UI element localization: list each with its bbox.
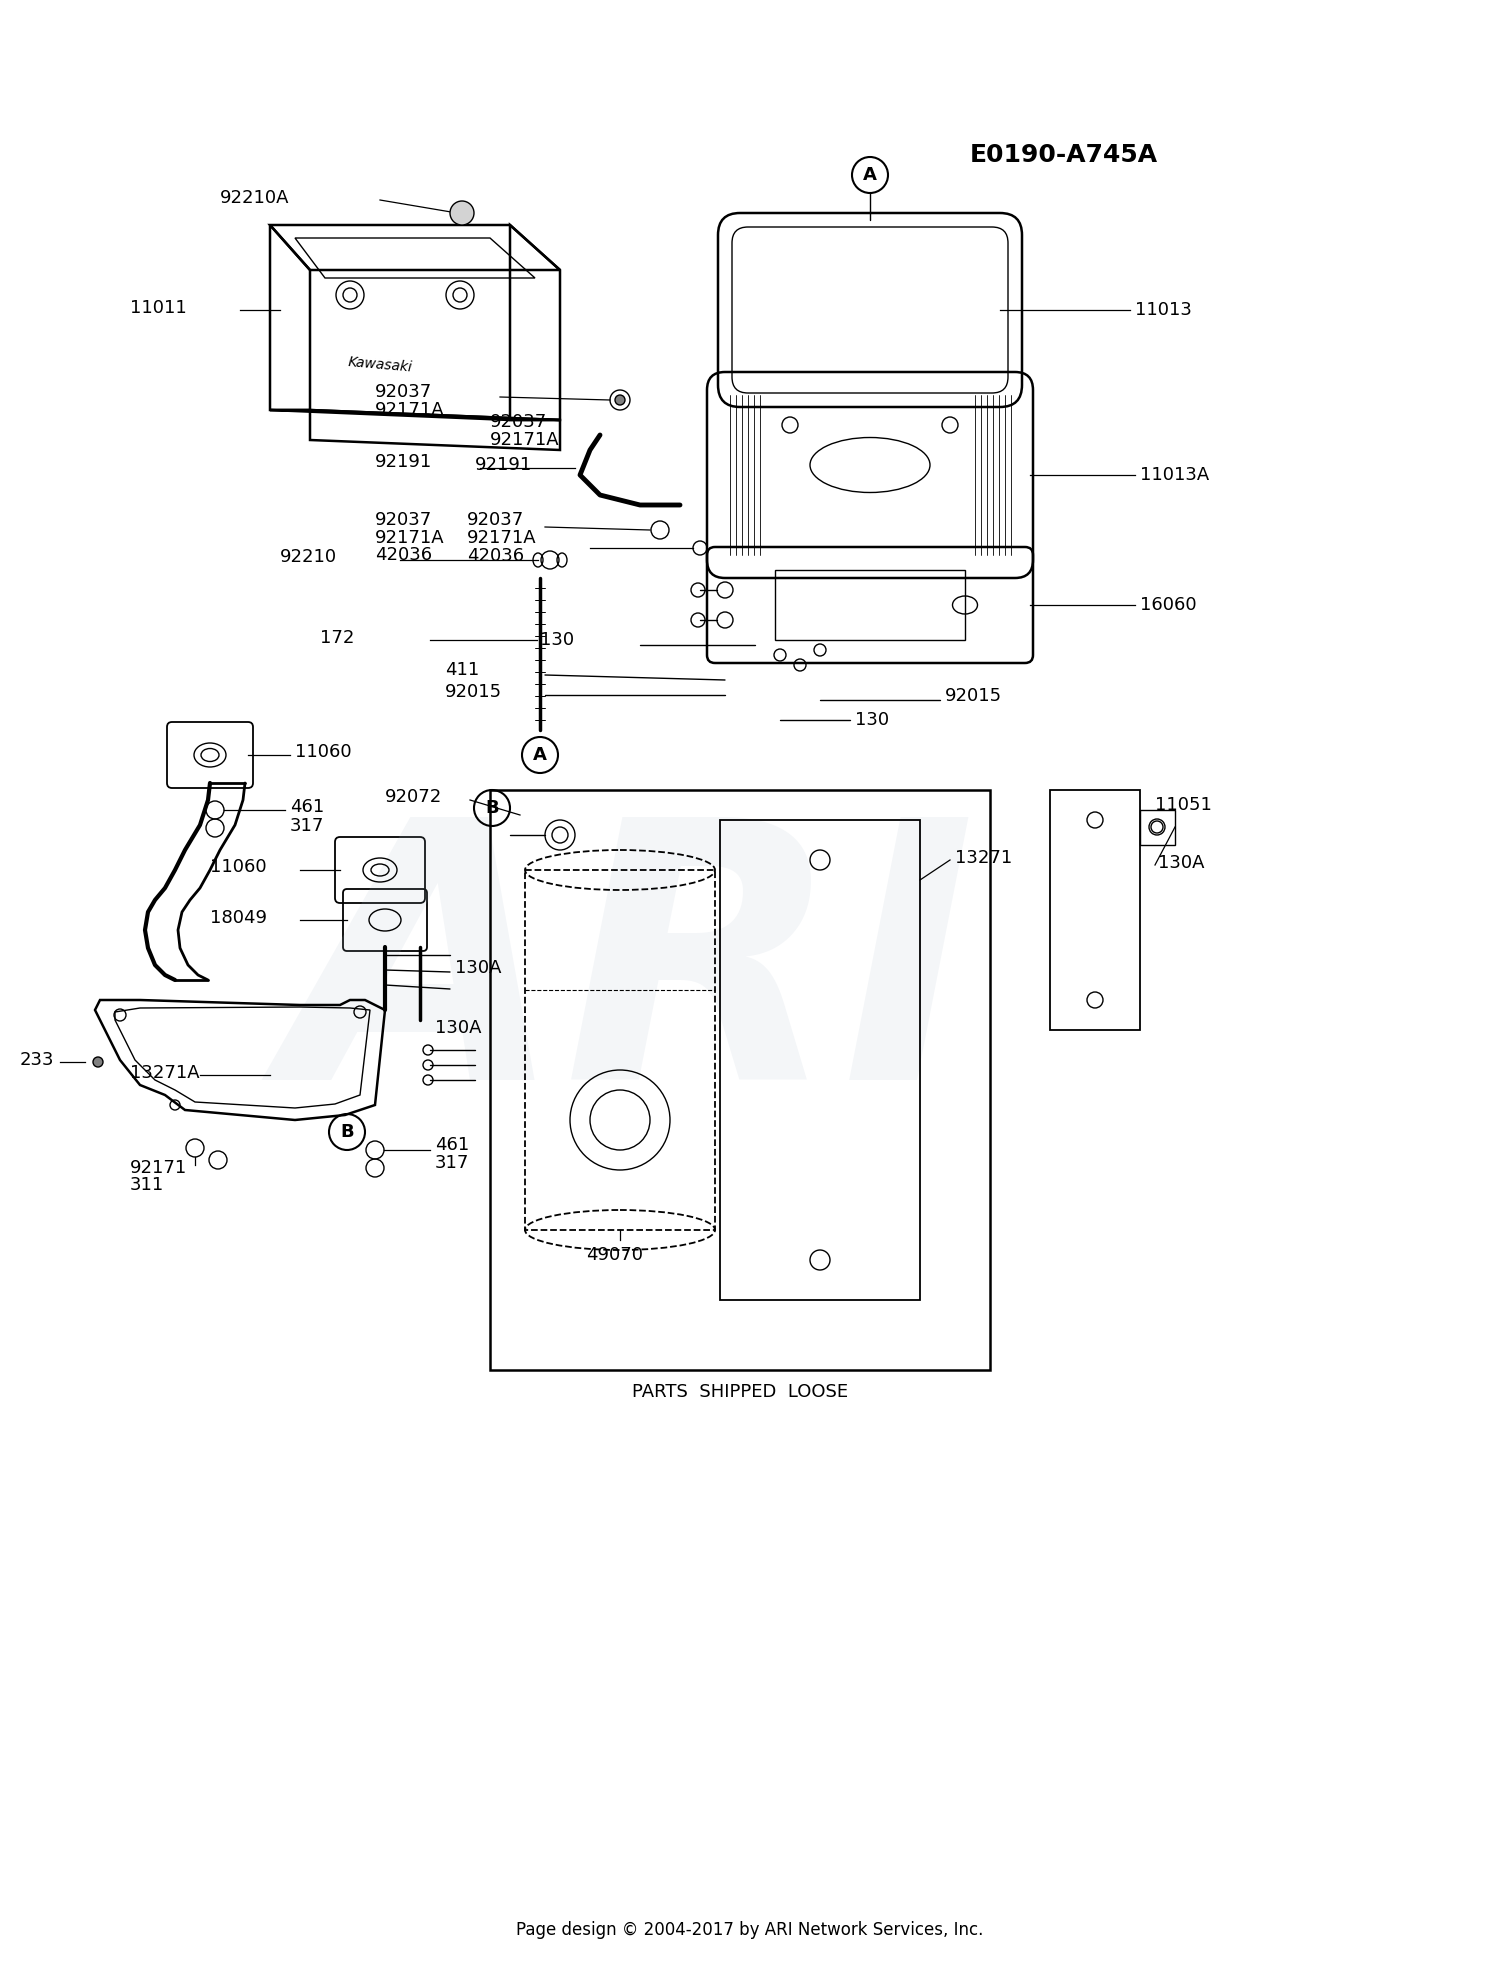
Text: 317: 317 — [435, 1154, 470, 1171]
Text: 11011: 11011 — [130, 298, 186, 318]
Text: 461: 461 — [435, 1136, 470, 1154]
Text: 18049: 18049 — [210, 908, 267, 926]
Circle shape — [450, 200, 474, 226]
Text: 311: 311 — [130, 1175, 165, 1195]
Bar — [525, 869, 716, 1230]
Text: 92191: 92191 — [476, 455, 532, 475]
Text: 49070: 49070 — [586, 1246, 644, 1264]
Text: B: B — [484, 799, 500, 816]
Text: 233: 233 — [20, 1052, 54, 1069]
Text: 130A: 130A — [454, 959, 501, 977]
Text: 16060: 16060 — [1140, 596, 1197, 614]
Text: 130A: 130A — [435, 1018, 482, 1038]
Circle shape — [93, 1058, 104, 1067]
Bar — [1050, 791, 1140, 1030]
Text: 11060: 11060 — [296, 744, 351, 761]
Text: 130A: 130A — [1158, 853, 1204, 871]
Text: 92210A: 92210A — [220, 188, 290, 208]
Text: 92037: 92037 — [375, 383, 432, 400]
Text: A: A — [532, 746, 548, 763]
Text: 92037: 92037 — [490, 412, 548, 432]
Text: 92037: 92037 — [375, 510, 432, 530]
Text: 92171A: 92171A — [490, 432, 560, 449]
Text: 130: 130 — [855, 710, 889, 730]
Text: Page design © 2004-2017 by ARI Network Services, Inc.: Page design © 2004-2017 by ARI Network S… — [516, 1921, 984, 1938]
Text: 92210: 92210 — [280, 547, 338, 565]
Bar — [490, 791, 990, 1369]
Text: 13271A: 13271A — [130, 1063, 200, 1081]
Text: 13271: 13271 — [956, 850, 1012, 867]
Text: 11060: 11060 — [210, 857, 267, 875]
Text: 92171A: 92171A — [375, 400, 444, 420]
Text: 92015: 92015 — [945, 687, 1002, 704]
Text: Kawasaki: Kawasaki — [346, 355, 412, 375]
Text: 92037: 92037 — [466, 510, 525, 530]
Text: 130: 130 — [540, 632, 574, 649]
Text: 461: 461 — [290, 799, 324, 816]
Bar — [776, 571, 964, 640]
Circle shape — [615, 394, 626, 404]
Text: 11013A: 11013A — [1140, 467, 1209, 485]
Text: 92171A: 92171A — [375, 530, 444, 547]
Text: ARI: ARI — [284, 806, 976, 1156]
Text: A: A — [862, 167, 877, 184]
Text: 11013: 11013 — [1136, 300, 1192, 320]
Text: 317: 317 — [290, 816, 324, 836]
Text: 42036: 42036 — [466, 547, 524, 565]
Text: 92191: 92191 — [375, 453, 432, 471]
Text: 11051: 11051 — [1155, 797, 1212, 814]
Text: B: B — [340, 1122, 354, 1142]
Text: 411: 411 — [446, 661, 480, 679]
Text: 92171A: 92171A — [466, 530, 537, 547]
Text: 42036: 42036 — [375, 545, 432, 563]
Text: 92015: 92015 — [446, 683, 503, 700]
Text: 92072: 92072 — [386, 789, 442, 806]
Text: PARTS  SHIPPED  LOOSE: PARTS SHIPPED LOOSE — [632, 1383, 848, 1401]
Text: 172: 172 — [320, 630, 354, 647]
Text: 92171: 92171 — [130, 1160, 188, 1177]
Text: E0190-A745A: E0190-A745A — [970, 143, 1158, 167]
Bar — [720, 820, 920, 1301]
